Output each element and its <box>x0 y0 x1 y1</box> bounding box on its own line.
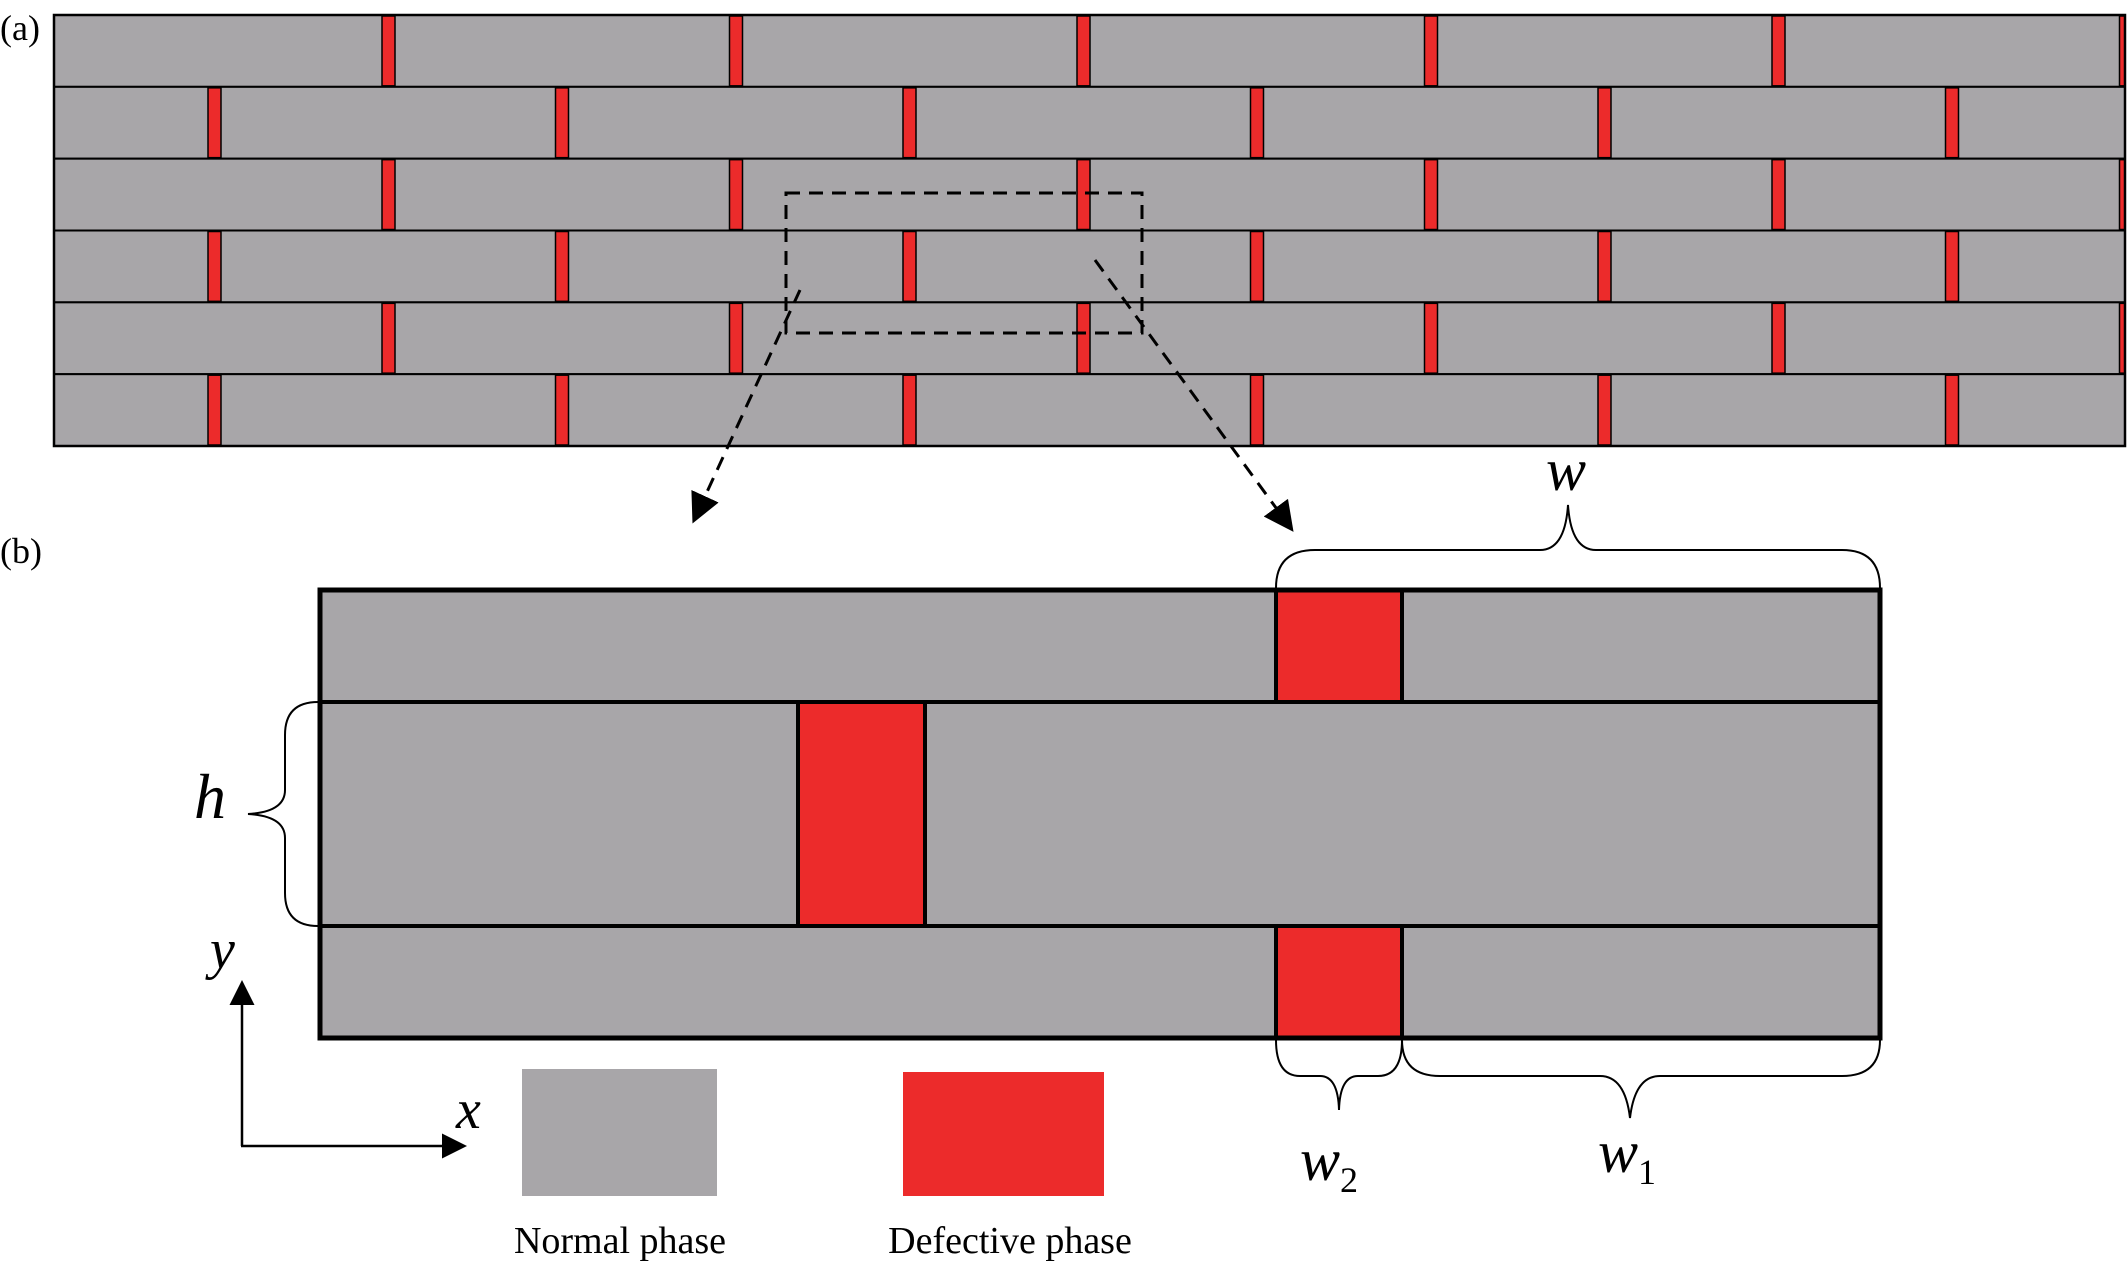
unit-cell-outline <box>317 587 1883 1041</box>
h-brace <box>247 701 319 927</box>
defective-strip <box>1249 374 1265 446</box>
defective-strip <box>554 87 570 159</box>
defective-strip <box>381 158 396 231</box>
defective-strip <box>728 15 744 87</box>
defective-strip <box>554 374 570 446</box>
zoom-arrow-right <box>1093 259 1294 532</box>
defective-strip <box>554 230 570 303</box>
defective-strip <box>1076 302 1091 374</box>
panel-a-label: (a) <box>0 8 40 48</box>
defective-strip <box>728 158 744 231</box>
defective-strip <box>207 374 222 446</box>
defective-strip <box>1076 15 1091 87</box>
panel-b-unit-cell <box>317 587 1883 1041</box>
defective-brick <box>1274 924 1404 1040</box>
defective-strip <box>728 302 744 374</box>
defective-strip <box>207 87 222 159</box>
legend-swatch-defective <box>903 1072 1104 1196</box>
w-brace <box>1275 504 1881 589</box>
panel-a-brick-wall <box>52 13 2127 448</box>
normal-brick-row <box>53 229 2126 304</box>
normal-brick <box>318 924 1278 1040</box>
w1-brace <box>1401 1039 1881 1119</box>
defective-brick <box>1274 588 1404 704</box>
defective-strip <box>1771 302 1786 374</box>
w-label: w <box>1546 437 1586 503</box>
normal-brick <box>1400 588 1882 704</box>
defective-strip <box>1597 230 1612 303</box>
defective-strip <box>1597 374 1612 446</box>
defective-strip <box>1944 374 1960 446</box>
defective-strip <box>902 87 917 159</box>
normal-brick-row <box>53 373 2126 447</box>
normal-brick <box>1400 924 1882 1040</box>
panel-a-outline <box>52 13 2127 448</box>
legend-label-normal: Normal phase <box>514 1220 726 1261</box>
normal-brick-row <box>53 85 2126 160</box>
y-axis-label: y <box>205 919 235 981</box>
defective-strip <box>1944 87 1960 159</box>
defective-strip <box>1423 158 1439 231</box>
defective-strip <box>1944 230 1960 303</box>
defective-brick <box>796 700 927 928</box>
normal-brick <box>318 588 1278 704</box>
zoom-arrow-left <box>691 289 802 524</box>
w1-label: w1 <box>1598 1119 1656 1192</box>
defective-strip <box>381 302 396 374</box>
h-label: h <box>194 761 226 832</box>
defective-strip <box>1249 87 1265 159</box>
defective-strip <box>1597 87 1612 159</box>
w2-label: w2 <box>1300 1127 1358 1200</box>
defective-strip <box>1423 302 1439 374</box>
defective-strip <box>1771 15 1786 87</box>
defective-strip <box>207 230 222 303</box>
w2-brace <box>1275 1039 1403 1111</box>
panel-b-label: (b) <box>0 531 42 571</box>
normal-brick <box>318 700 800 928</box>
defective-strip <box>381 15 396 87</box>
defective-strip <box>1076 158 1091 231</box>
defective-strip <box>902 230 917 303</box>
defective-strip <box>1771 158 1786 231</box>
normal-brick <box>923 700 1882 928</box>
defective-strip <box>1423 15 1439 87</box>
legend-label-defective: Defective phase <box>888 1220 1132 1261</box>
defective-strip <box>1249 230 1265 303</box>
x-axis-label: x <box>455 1079 481 1141</box>
zoom-selection-box <box>784 191 1144 335</box>
legend-swatch-normal <box>522 1069 717 1196</box>
defective-strip <box>902 374 917 446</box>
